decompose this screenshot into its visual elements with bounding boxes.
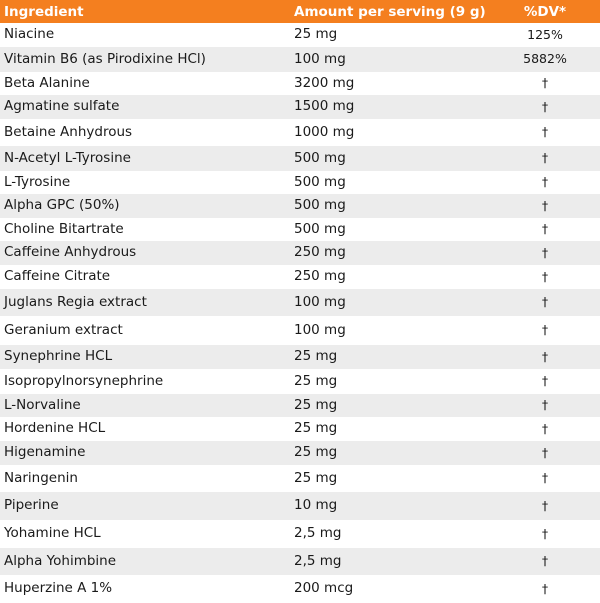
amount-cell: 25 mg <box>294 396 338 413</box>
amount-cell: 25 mg <box>294 444 338 461</box>
ingredient-name-cell: Caffeine Citrate <box>4 268 111 285</box>
amount-cell: 25 mg <box>294 26 338 43</box>
dv-cell: † <box>541 444 549 460</box>
table-row: Yohamine HCL 2,5 mg † <box>0 520 600 548</box>
ingredient-name-cell: N-Acetyl L-Tyrosine <box>4 149 131 166</box>
table-row: N-Acetyl L-Tyrosine 500 mg † <box>0 146 600 171</box>
dv-cell: † <box>541 150 549 166</box>
table-row: Hordenine HCL 25 mg † <box>0 417 600 441</box>
dv-cell: † <box>541 294 549 310</box>
table-row: Choline Bitartrate 500 mg † <box>0 218 600 241</box>
ingredient-name-cell: Piperine <box>4 497 59 514</box>
table-row: Naringenin 25 mg † <box>0 465 600 492</box>
amount-cell: 500 mg <box>294 149 346 166</box>
table-row: Beta Alanine 3200 mg † <box>0 72 600 95</box>
dv-cell: † <box>541 373 549 389</box>
dv-cell: † <box>541 420 549 436</box>
table-row: L-Norvaline 25 mg † <box>0 394 600 417</box>
ingredient-name-cell: Huperzine A 1% <box>4 580 113 597</box>
dv-cell: † <box>541 348 549 364</box>
dv-cell: † <box>541 124 549 140</box>
table-row: Caffeine Anhydrous 250 mg † <box>0 241 600 265</box>
dv-cell: † <box>541 470 549 486</box>
amount-cell: 2,5 mg <box>294 552 342 569</box>
ingredient-name-cell: Beta Alanine <box>4 74 90 91</box>
ingredient-name-cell: Caffeine Anhydrous <box>4 244 137 261</box>
amount-cell: 500 mg <box>294 197 346 214</box>
table-row: Betaine Anhydrous 1000 mg † <box>0 119 600 146</box>
ingredient-name-cell: Synephrine HCL <box>4 348 113 365</box>
dv-cell: † <box>541 553 549 569</box>
amount-column-header: Amount per serving (9 g) <box>294 3 486 20</box>
dv-column-header: %DV* <box>523 3 567 20</box>
ingredient-name-cell: Vitamin B6 (as Pirodixine HCl) <box>4 50 206 67</box>
ingredient-name-cell: Choline Bitartrate <box>4 220 124 237</box>
dv-cell: 5882% <box>523 51 567 67</box>
table-row: Geranium extract 100 mg † <box>0 316 600 345</box>
amount-cell: 500 mg <box>294 220 346 237</box>
ingredient-name-cell: Alpha GPC (50%) <box>4 197 120 214</box>
amount-cell: 3200 mg <box>294 74 355 91</box>
table-row: L-Tyrosine 500 mg † <box>0 171 600 194</box>
ingredient-name-cell: Agmatine sulfate <box>4 98 120 115</box>
dv-cell: † <box>541 580 549 596</box>
ingredient-name-cell: Yohamine HCL <box>4 525 101 542</box>
ingredient-name-cell: Higenamine <box>4 444 86 461</box>
table-row: Piperine 10 mg † <box>0 492 600 520</box>
table-row: Synephrine HCL 25 mg † <box>0 345 600 369</box>
ingredient-name-cell: Betaine Anhydrous <box>4 123 133 140</box>
amount-cell: 100 mg <box>294 50 346 67</box>
dv-cell: † <box>541 322 549 338</box>
table-row: Higenamine 25 mg † <box>0 441 600 465</box>
ingredient-name-cell: L-Norvaline <box>4 396 81 413</box>
amount-cell: 25 mg <box>294 348 338 365</box>
ingredient-name-cell: Isopropylnorsynephrine <box>4 372 164 389</box>
amount-cell: 1000 mg <box>294 123 355 140</box>
dv-cell: † <box>541 497 549 513</box>
ingredient-name-cell: Niacine <box>4 26 55 43</box>
amount-cell: 10 mg <box>294 497 338 514</box>
ingredient-name-cell: Naringenin <box>4 469 78 486</box>
table-row: Juglans Regia extract 100 mg † <box>0 289 600 316</box>
amount-cell: 500 mg <box>294 173 346 190</box>
amount-cell: 200 mcg <box>294 580 354 597</box>
amount-cell: 100 mg <box>294 293 346 310</box>
table-row: Huperzine A 1% 200 mcg † <box>0 575 600 603</box>
table-header: Ingredient Amount per serving (9 g) %DV* <box>0 0 600 23</box>
table-body: Niacine 25 mg 125% Vitamin B6 (as Pirodixin… <box>0 23 600 603</box>
table-row: Niacine 25 mg 125% <box>0 23 600 47</box>
ingredient-column-header: Ingredient <box>4 3 84 20</box>
amount-cell: 250 mg <box>294 244 346 261</box>
dv-cell: † <box>541 75 549 91</box>
amount-cell: 250 mg <box>294 268 346 285</box>
dv-cell: † <box>541 268 549 284</box>
ingredient-name-cell: Geranium extract <box>4 321 123 338</box>
amount-cell: 1500 mg <box>294 98 355 115</box>
table-row: Alpha Yohimbine 2,5 mg † <box>0 548 600 575</box>
ingredient-name-cell: L-Tyrosine <box>4 173 71 190</box>
dv-cell: † <box>541 397 549 413</box>
ingredient-name-cell: Juglans Regia extract <box>4 293 147 310</box>
table-row: Vitamin B6 (as Pirodixine HCl) 100 mg 5882… <box>0 47 600 72</box>
table-row: Agmatine sulfate 1500 mg † <box>0 95 600 119</box>
amount-cell: 25 mg <box>294 372 338 389</box>
table-row: Caffeine Citrate 250 mg † <box>0 265 600 289</box>
table-row: Isopropylnorsynephrine 25 mg † <box>0 369 600 394</box>
header-row: Ingredient Amount per serving (9 g) %DV* <box>0 0 600 23</box>
dv-cell: 125% <box>527 26 563 42</box>
dv-cell: † <box>541 221 549 237</box>
amount-cell: 2,5 mg <box>294 525 342 542</box>
ingredient-name-cell: Alpha Yohimbine <box>4 552 117 569</box>
amount-cell: 100 mg <box>294 321 346 338</box>
ingredient-name-cell: Hordenine HCL <box>4 420 106 437</box>
dv-cell: † <box>541 525 549 541</box>
table-row: Alpha GPC (50%) 500 mg † <box>0 194 600 218</box>
dv-cell: † <box>541 98 549 114</box>
dv-cell: † <box>541 244 549 260</box>
dv-cell: † <box>541 174 549 190</box>
amount-cell: 25 mg <box>294 469 338 486</box>
amount-cell: 25 mg <box>294 420 338 437</box>
dv-cell: † <box>541 197 549 213</box>
